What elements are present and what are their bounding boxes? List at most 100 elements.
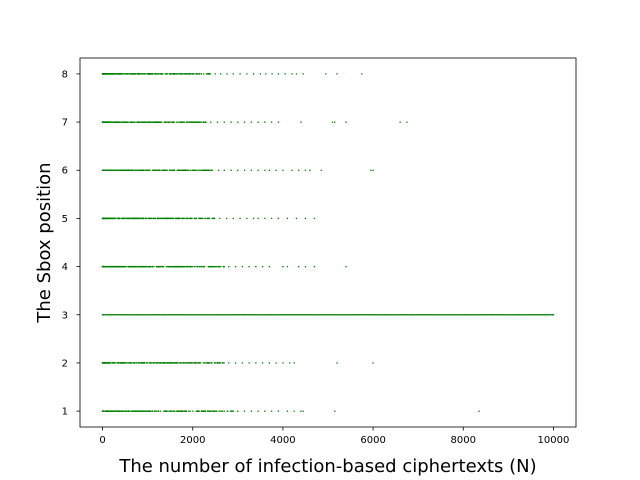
data-point bbox=[130, 169, 132, 171]
data-point bbox=[465, 314, 468, 316]
data-point bbox=[137, 410, 139, 412]
data-point bbox=[105, 314, 107, 316]
data-point bbox=[124, 121, 127, 123]
data-point bbox=[210, 169, 213, 171]
data-point bbox=[221, 410, 224, 412]
data-point bbox=[419, 314, 422, 316]
data-point bbox=[175, 73, 177, 75]
data-point bbox=[300, 410, 302, 412]
data-point bbox=[122, 217, 124, 220]
data-point bbox=[153, 410, 156, 412]
data-point bbox=[191, 73, 193, 75]
data-point bbox=[229, 314, 231, 316]
data-point bbox=[385, 314, 388, 316]
data-point bbox=[470, 314, 472, 316]
data-point bbox=[382, 314, 384, 316]
data-point bbox=[532, 314, 534, 316]
data-point bbox=[110, 410, 113, 412]
y-tick-label: 6 bbox=[62, 166, 68, 177]
data-point bbox=[126, 121, 129, 123]
data-point bbox=[533, 314, 536, 316]
data-point bbox=[430, 314, 433, 316]
data-point bbox=[380, 314, 382, 316]
data-point bbox=[297, 169, 300, 171]
data-point bbox=[145, 265, 148, 268]
data-point bbox=[185, 121, 188, 123]
data-point bbox=[353, 314, 355, 316]
data-point bbox=[111, 73, 113, 75]
data-point bbox=[282, 362, 284, 364]
data-point bbox=[168, 121, 170, 123]
y-tick-label: 7 bbox=[62, 118, 68, 129]
data-point bbox=[170, 410, 173, 412]
data-point bbox=[132, 169, 135, 171]
data-point bbox=[264, 121, 266, 123]
data-point bbox=[286, 217, 289, 220]
data-point bbox=[159, 169, 161, 171]
data-point bbox=[551, 314, 554, 316]
data-point bbox=[122, 265, 125, 268]
data-point bbox=[124, 265, 126, 268]
data-point bbox=[387, 314, 389, 316]
data-point bbox=[265, 73, 267, 75]
data-point bbox=[187, 217, 189, 220]
data-point bbox=[231, 314, 233, 316]
data-point bbox=[172, 314, 175, 316]
data-point bbox=[128, 265, 130, 268]
data-point bbox=[232, 314, 235, 316]
data-point bbox=[336, 73, 338, 75]
data-point bbox=[512, 314, 514, 316]
data-point bbox=[152, 314, 155, 316]
data-point bbox=[509, 314, 512, 316]
data-point bbox=[113, 314, 115, 316]
data-point bbox=[181, 73, 183, 75]
data-point bbox=[116, 314, 118, 316]
data-point bbox=[340, 314, 343, 316]
data-point bbox=[115, 314, 117, 316]
data-point bbox=[399, 121, 401, 123]
data-point bbox=[175, 410, 178, 412]
data-point bbox=[209, 169, 212, 171]
data-point bbox=[167, 314, 169, 316]
data-point bbox=[350, 314, 353, 316]
x-axis: 0 2000 4000 6000 8000 10000 bbox=[99, 427, 569, 446]
data-point bbox=[516, 314, 519, 316]
data-point bbox=[141, 314, 143, 316]
data-point bbox=[195, 265, 197, 268]
data-point bbox=[134, 362, 136, 364]
data-point bbox=[499, 314, 502, 316]
data-point bbox=[383, 314, 386, 316]
data-point bbox=[215, 410, 217, 412]
data-point bbox=[345, 121, 347, 123]
data-point bbox=[428, 314, 431, 316]
data-point bbox=[162, 265, 164, 268]
data-point bbox=[160, 314, 162, 316]
x-tick-label: 6000 bbox=[360, 435, 385, 446]
data-point bbox=[384, 314, 387, 316]
data-point bbox=[500, 314, 503, 316]
data-point bbox=[196, 169, 199, 171]
data-point bbox=[526, 314, 529, 316]
data-point bbox=[188, 121, 190, 123]
data-point bbox=[341, 314, 344, 316]
data-point bbox=[170, 121, 172, 123]
data-point bbox=[133, 314, 135, 316]
data-point bbox=[223, 314, 226, 316]
data-point bbox=[118, 217, 121, 220]
data-point bbox=[355, 314, 357, 316]
y-tick-label: 3 bbox=[62, 310, 68, 321]
data-point bbox=[259, 314, 262, 316]
data-point bbox=[274, 314, 276, 316]
data-point bbox=[503, 314, 505, 316]
data-point bbox=[297, 314, 300, 316]
data-point bbox=[124, 362, 127, 364]
data-point bbox=[302, 410, 304, 412]
data-point bbox=[162, 314, 165, 316]
data-point bbox=[215, 314, 218, 316]
data-point bbox=[483, 314, 486, 316]
data-point bbox=[111, 217, 113, 220]
data-point bbox=[456, 314, 459, 316]
data-point bbox=[228, 265, 230, 268]
data-point bbox=[427, 314, 430, 316]
data-point bbox=[169, 73, 171, 75]
